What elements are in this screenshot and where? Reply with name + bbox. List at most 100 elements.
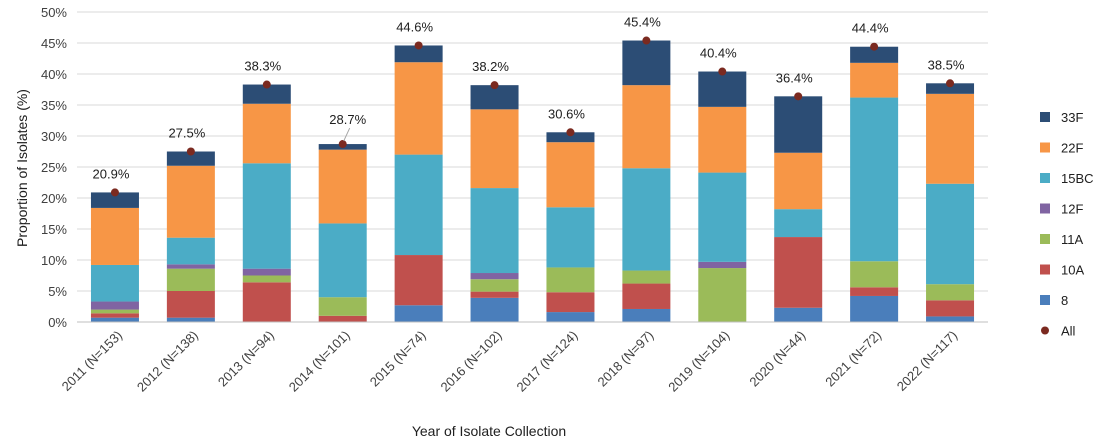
bar-segment-8 [166, 317, 215, 322]
bar-segment-8 [470, 297, 519, 322]
bar-segment-33f [622, 40, 671, 86]
all-data-label: 40.4% [700, 46, 737, 61]
bar-segment-15bc [926, 183, 975, 285]
bar-segment-10a [774, 237, 823, 308]
bar-segment-10a [546, 292, 595, 313]
all-data-label: 44.4% [852, 21, 889, 36]
bar-segment-10a [622, 283, 671, 309]
all-markers [110, 36, 955, 197]
bar-segment-33f [926, 83, 975, 94]
y-tick-label: 35% [41, 98, 67, 113]
y-tick-label: 0% [48, 315, 67, 330]
y-tick-label: 25% [41, 160, 67, 175]
legend-marker-all [1041, 326, 1049, 335]
bar-segment-22f [242, 103, 291, 164]
bar-segment-11a [926, 284, 975, 301]
bar-segment-15bc [850, 97, 899, 262]
bar-segment-12f [166, 264, 215, 269]
all-marker [566, 128, 575, 137]
legend-label: 10A [1061, 263, 1084, 278]
all-marker [338, 140, 347, 149]
legend-swatch-12f [1040, 203, 1050, 214]
all-data-label: 38.5% [928, 57, 965, 72]
bar-segment-15bc [318, 223, 367, 298]
bar-segment-8 [90, 317, 139, 322]
y-tick-label: 15% [41, 222, 67, 237]
bar-segment-11a [242, 275, 291, 283]
all-marker [642, 36, 651, 45]
bar-segment-11a [698, 268, 747, 322]
legend-label: 22F [1061, 141, 1083, 156]
all-marker [414, 41, 423, 50]
all-data-label: 45.4% [624, 15, 661, 30]
legend-label: 33F [1061, 110, 1083, 125]
bar-segment-11a [546, 267, 595, 293]
bar-segment-33f [850, 46, 899, 63]
bar-segment-22f [622, 85, 671, 169]
bar-segment-33f [470, 85, 519, 110]
bar-segment-22f [90, 207, 139, 265]
y-tick-label: 50% [41, 5, 67, 20]
bar-segment-8 [774, 307, 823, 322]
bar-segment-15bc [90, 264, 139, 302]
legend-label: 12F [1061, 202, 1083, 217]
x-axis-ticks: 2011 (N=153) 2012 (N=138) 2013 (N=94) 2014 … [59, 328, 960, 395]
bar-segment-33f [90, 192, 139, 208]
bar-segment-12f [90, 301, 139, 310]
bar-segment-10a [318, 315, 367, 322]
x-axis-title: Year of Isolate Collection [412, 423, 566, 439]
x-tick-label: 2022 (N=117) [894, 328, 960, 394]
all-data-label: 38.2% [472, 59, 509, 74]
bar-segment-8 [622, 308, 671, 322]
all-marker [870, 42, 879, 51]
x-tick-label: 2012 (N=138) [134, 328, 201, 395]
x-tick-label: 2014 (N=101) [286, 328, 353, 395]
legend-swatch-8 [1040, 295, 1050, 305]
bar-segment-33f [242, 84, 291, 104]
all-data-label: 30.6% [548, 106, 585, 121]
bar-segment-10a [166, 291, 215, 318]
x-tick-label: 2013 (N=94) [215, 328, 277, 390]
y-axis-ticks: 0% 5% 10% 15% 20% 25% 30% 35% 40% 45% 50% [41, 5, 67, 330]
all-data-label: 28.7% [329, 112, 366, 127]
x-tick-label: 2020 (N=44) [746, 328, 808, 390]
all-marker [490, 81, 499, 90]
y-tick-label: 30% [41, 129, 67, 144]
all-marker [946, 79, 955, 88]
bar-segment-12f [470, 273, 519, 280]
all-marker [110, 188, 119, 197]
bar-segment-11a [166, 268, 215, 291]
bar-segment-15bc [622, 168, 671, 271]
y-tick-label: 10% [41, 253, 67, 268]
bar-segment-33f [698, 71, 747, 107]
bar-segment-10a [926, 300, 975, 317]
bar-segment-15bc [166, 237, 215, 265]
bar-segment-11a [850, 261, 899, 288]
bar-segment-15bc [698, 172, 747, 262]
x-tick-label: 2018 (N=97) [595, 328, 657, 390]
x-tick-label: 2011 (N=153) [59, 328, 125, 394]
bar-segment-10a [470, 291, 519, 298]
y-tick-label: 20% [41, 191, 67, 206]
legend-swatch-22f [1040, 142, 1050, 153]
bar-segment-33f [546, 132, 595, 143]
bar-segment-22f [470, 109, 519, 189]
bar-segment-12f [698, 261, 747, 269]
bar-segment-33f [774, 96, 823, 153]
bar-segment-22f [166, 165, 215, 238]
leader-line [343, 127, 351, 142]
data-labels: 20.9% 27.5% 38.3% 28.7% 44.6% 38.2% 30.6% 45.4%… [93, 15, 965, 182]
bar-segment-10a [394, 255, 443, 306]
bar-segment-15bc [774, 209, 823, 238]
all-data-label: 44.6% [396, 19, 433, 34]
bar-segment-10a [242, 282, 291, 322]
x-tick-label: 2017 (N=124) [513, 328, 580, 395]
legend-label: 15BC [1061, 171, 1094, 186]
bar-segment-22f [850, 62, 899, 98]
all-data-label: 36.4% [776, 70, 813, 85]
bar-segment-10a [850, 287, 899, 296]
all-marker [186, 147, 195, 156]
bar-segment-15bc [394, 154, 443, 256]
bar-segment-15bc [546, 207, 595, 268]
